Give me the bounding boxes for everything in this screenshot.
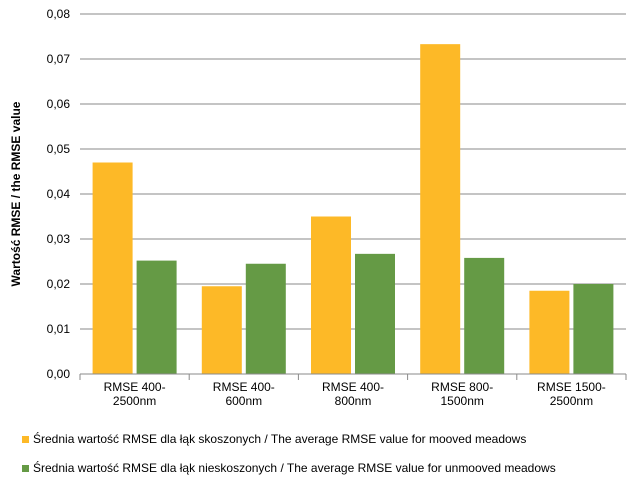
bar-unmowed (355, 253, 395, 374)
x-tick-label: RMSE 400- (322, 380, 384, 394)
y-tick-label: 0,01 (47, 322, 71, 336)
x-tick-label: 800nm (335, 394, 372, 408)
x-tick-label: RMSE 400- (104, 380, 166, 394)
legend-item-unmowed: Średnia wartość RMSE dla łąk nieskoszony… (22, 461, 556, 475)
x-tick-label: RMSE 1500- (537, 380, 606, 394)
bar-unmowed (464, 257, 505, 374)
y-tick-label: 0,06 (47, 97, 71, 111)
legend-item-mowed: Średnia wartość RMSE dla łąk skoszonych … (22, 432, 526, 446)
legend-swatch-mowed (22, 435, 29, 443)
x-tick-label: RMSE 400- (213, 380, 275, 394)
y-tick-label: 0,05 (47, 142, 71, 156)
legend-label-mowed: Średnia wartość RMSE dla łąk skoszonych … (33, 432, 527, 446)
legend-label-unmowed: Średnia wartość RMSE dla łąk nieskoszony… (33, 461, 556, 475)
legend-swatch-unmowed (22, 464, 29, 472)
bar-unmowed (245, 263, 286, 374)
bar-unmowed (136, 260, 177, 374)
bars (92, 44, 614, 375)
bar-unmowed (573, 284, 614, 374)
x-tick-label: 1500nm (441, 394, 484, 408)
bar-mowed (311, 216, 351, 374)
bar-mowed (529, 290, 570, 374)
y-tick-label: 0,07 (47, 52, 71, 66)
x-tick-label: 2500nm (550, 394, 593, 408)
y-axis-label: Wartość RMSE / the RMSE value (9, 101, 23, 286)
x-tick-label: 2500nm (113, 394, 156, 408)
bar-mowed (92, 162, 133, 374)
y-tick-label: 0,08 (47, 7, 71, 21)
x-tick-label: 600nm (225, 394, 262, 408)
y-tick-label: 0,04 (47, 187, 71, 201)
x-tick-label: RMSE 800- (431, 380, 493, 394)
bar-mowed (420, 44, 461, 375)
y-tick-label: 0,02 (47, 277, 71, 291)
y-tick-label: 0,03 (47, 232, 71, 246)
y-axis-ticks: 0,00 0,01 0,02 0,03 0,04 0,05 0,06 0,07 0,08 (47, 7, 71, 381)
bar-mowed (201, 286, 242, 374)
y-tick-label: 0,00 (47, 367, 71, 381)
